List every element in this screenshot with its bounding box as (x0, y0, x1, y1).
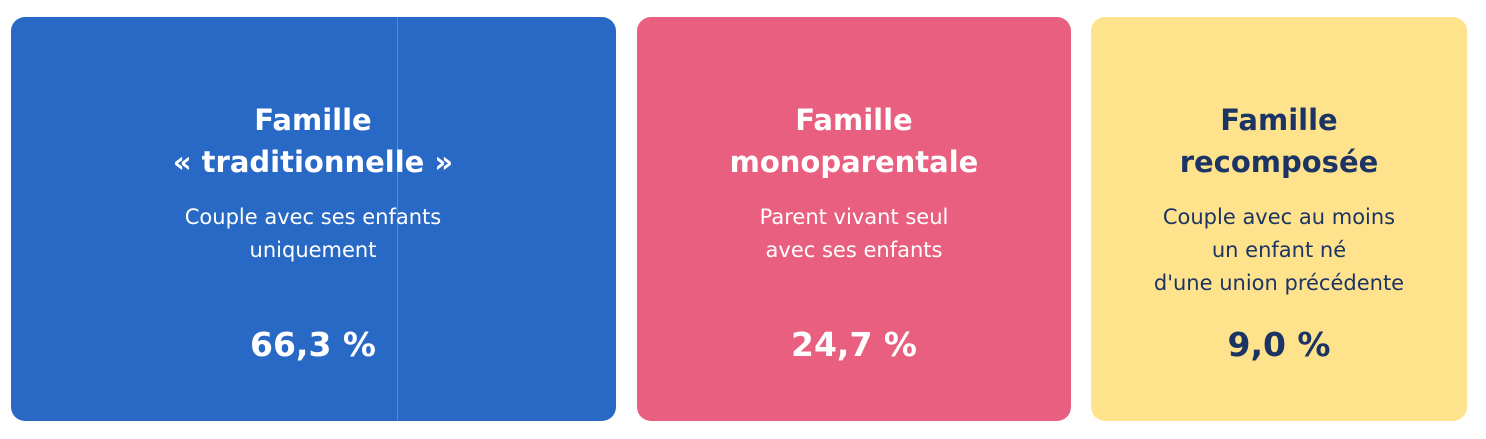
card-description-line: d'une union précédente (1153, 271, 1405, 295)
card-title-line: Famille (795, 103, 913, 137)
card-title-line: « traditionnelle » (172, 145, 454, 179)
card-description-line: uniquement (249, 238, 377, 262)
card-title: Famille recomposée (1091, 99, 1467, 183)
card-description-line: Couple avec ses enfants (184, 205, 442, 229)
card-percentage: 24,7 % (791, 325, 917, 364)
family-card-traditional: Famille « traditionnelle » Couple avec s… (11, 17, 616, 421)
family-card-single-parent: Famille monoparentale Parent vivant seul… (637, 17, 1071, 421)
card-divider-line (397, 17, 398, 421)
card-title: Famille monoparentale (637, 99, 1071, 183)
card-description-line: Couple avec au moins (1162, 205, 1396, 229)
card-description: Couple avec au moins un enfant né d'une … (1091, 201, 1467, 300)
card-percentage: 9,0 % (1227, 325, 1331, 364)
card-description: Couple avec ses enfants uniquement (11, 201, 615, 267)
card-title-line: monoparentale (729, 145, 979, 179)
card-percentage: 66,3 % (250, 325, 376, 364)
card-title-line: recomposée (1179, 145, 1379, 179)
card-description-line: avec ses enfants (765, 238, 943, 262)
card-title-line: Famille (1220, 103, 1338, 137)
card-description-line: un enfant né (1211, 238, 1347, 262)
card-title: Famille « traditionnelle » (11, 99, 615, 183)
card-description: Parent vivant seul avec ses enfants (637, 201, 1071, 267)
card-description-line: Parent vivant seul (759, 205, 949, 229)
family-card-blended: Famille recomposée Couple avec au moins … (1091, 17, 1467, 421)
card-title-line: Famille (254, 103, 372, 137)
